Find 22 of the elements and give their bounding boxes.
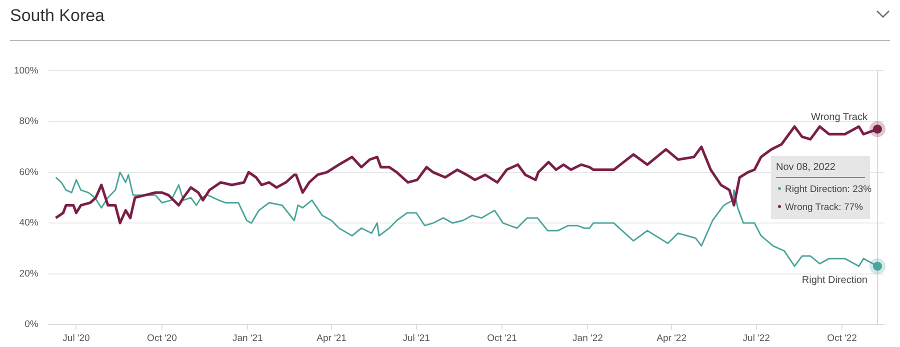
series-label: Wrong Track bbox=[810, 112, 868, 124]
x-tick-label: Oct '21 bbox=[487, 332, 517, 344]
x-tick-label: Jul '20 bbox=[62, 332, 90, 344]
y-tick-label: 20% bbox=[19, 268, 39, 280]
series-label: Right Direction bbox=[802, 275, 868, 286]
y-tick-label: 100% bbox=[14, 65, 39, 76]
x-tick-label: Jan '22 bbox=[572, 332, 603, 344]
annotation: Right Direction: 23% bbox=[784, 184, 872, 195]
x-tick-label: Oct '22 bbox=[827, 332, 857, 344]
y-tick-label: 40% bbox=[19, 218, 39, 229]
x-tick-label: Apr '22 bbox=[656, 332, 686, 344]
annotation: Wrong Track: 77% bbox=[784, 202, 864, 213]
y-tick-label: 60% bbox=[19, 166, 39, 178]
x-tick-label: Jan '21 bbox=[232, 332, 263, 344]
y-tick-label: 80% bbox=[19, 116, 39, 128]
x-tick-label: Apr '21 bbox=[316, 332, 346, 344]
x-tick-label: Oct '20 bbox=[147, 332, 177, 344]
x-tick-label: Jul '22 bbox=[742, 332, 770, 344]
y-tick-label: 0% bbox=[24, 319, 39, 330]
x-tick-label: Jul '21 bbox=[402, 332, 430, 344]
chart-title: South Korea bbox=[10, 6, 105, 26]
annotation: Nov 08, 2022 bbox=[776, 162, 865, 178]
